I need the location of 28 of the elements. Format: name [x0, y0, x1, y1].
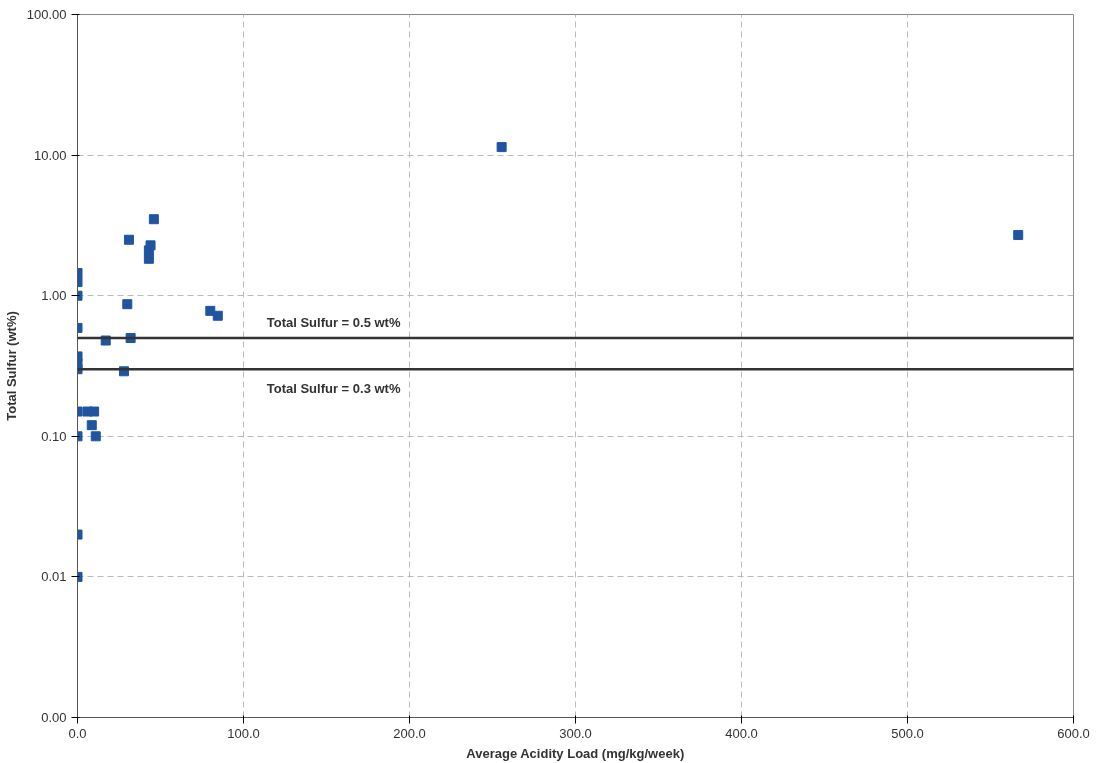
- point: [89, 406, 100, 417]
- point: [86, 420, 97, 431]
- y-tick-label: 0.00: [41, 710, 67, 725]
- point: [1013, 230, 1024, 241]
- y-tick-label: 100.00: [26, 7, 67, 22]
- y-tick-label: 1.00: [41, 288, 67, 304]
- x-tick-label: 200.0: [393, 725, 426, 741]
- x-tick-label: 400.0: [725, 725, 758, 741]
- point: [123, 234, 134, 245]
- x-tick-label: 300.0: [559, 725, 592, 741]
- point: [205, 305, 216, 316]
- y-tick-label: 0.10: [41, 428, 67, 444]
- point: [145, 240, 156, 251]
- point: [122, 299, 133, 310]
- point: [90, 431, 101, 442]
- point: [148, 214, 159, 225]
- y-tick-label: 10.00: [33, 147, 67, 163]
- y-axis-title: Total Sulfur (wt%): [3, 311, 19, 421]
- ref-line-label: Total Sulfur = 0.5 wt%: [266, 315, 401, 331]
- ref-line-label: Total Sulfur = 0.3 wt%: [266, 381, 401, 397]
- point: [496, 142, 507, 153]
- point: [212, 310, 223, 321]
- x-axis-title: Average Acidity Load (mg/kg/week): [466, 745, 685, 761]
- y-tick-label: 0.01: [41, 569, 67, 585]
- x-tick-label: 0.0: [68, 725, 87, 741]
- x-tick-label: 100.0: [227, 725, 260, 741]
- x-tick-label: 600.0: [1057, 725, 1090, 741]
- x-tick-label: 500.0: [891, 725, 924, 741]
